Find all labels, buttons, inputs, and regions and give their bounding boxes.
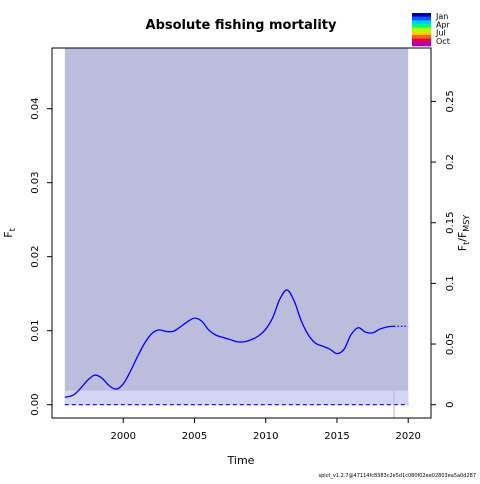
y-right-label-sub: t <box>462 242 471 245</box>
y-tick-label: 0.01 <box>30 320 41 342</box>
y2-tick-label: 0 <box>445 401 456 407</box>
y-right-label-mid: /F <box>456 232 469 242</box>
y-right-label-sub2: MSY <box>462 215 471 232</box>
legend-month-label: Jul <box>435 29 446 38</box>
legend-color-swatch <box>412 20 431 25</box>
f-series-line <box>64 289 395 398</box>
y-right-label-base: F <box>456 245 469 251</box>
y-left-label-sub: t <box>8 228 17 231</box>
legend-color-swatch <box>412 35 431 39</box>
y-tick-label: 0.00 <box>30 394 41 416</box>
legend-color-swatch <box>412 38 431 43</box>
x-tick-label: 2015 <box>324 431 349 442</box>
fmsy-band <box>64 390 409 405</box>
y2-tick-label: 0.15 <box>445 212 456 234</box>
y-axis-right-label: Ft/FMSY <box>456 215 471 251</box>
legend-month-label: Oct <box>436 37 450 46</box>
x-tick-label: 2000 <box>111 431 136 442</box>
y2-tick-label: 0.05 <box>445 333 456 355</box>
y2-tick-label: 0.25 <box>445 90 456 112</box>
footer-version: spict_v1.2.7@47114fc8383c2e5d1c080f02ee0… <box>319 473 477 479</box>
legend-color-swatch <box>412 42 431 47</box>
y-axis-left: 0.00 0.01 0.02 0.03 0.04 <box>30 98 52 416</box>
x-axis: 2000 2005 2010 2015 2020 <box>111 418 421 442</box>
x-axis-label: Time <box>227 454 255 467</box>
y-axis-right: 0 0.05 0.1 0.15 0.2 0.25 <box>431 90 456 408</box>
y-tick-label: 0.03 <box>30 172 41 194</box>
chart-title: Absolute fishing mortality <box>146 18 337 33</box>
y2-tick-label: 0.1 <box>445 275 456 291</box>
y-tick-label: 0.02 <box>30 246 41 268</box>
confidence-band <box>64 48 409 405</box>
plot-frame <box>51 47 432 419</box>
x-tick-label: 2020 <box>395 431 420 442</box>
y-left-label-base: F <box>2 231 15 237</box>
legend-month-label: Jan <box>435 12 448 21</box>
y-axis-left-label: Ft <box>2 228 17 237</box>
y2-tick-label: 0.2 <box>445 154 456 170</box>
y-tick-label: 0.04 <box>30 98 41 120</box>
x-tick-label: 2010 <box>253 431 278 442</box>
legend-month-label: Apr <box>436 20 451 29</box>
plot-area <box>51 47 432 419</box>
legend-color-swatch <box>412 24 431 28</box>
legend-color-swatch <box>412 16 431 21</box>
legend-color-swatch <box>412 31 431 36</box>
x-tick-label: 2005 <box>182 431 207 442</box>
legend-color-swatch <box>412 27 431 32</box>
legend-color-swatch <box>412 13 431 17</box>
